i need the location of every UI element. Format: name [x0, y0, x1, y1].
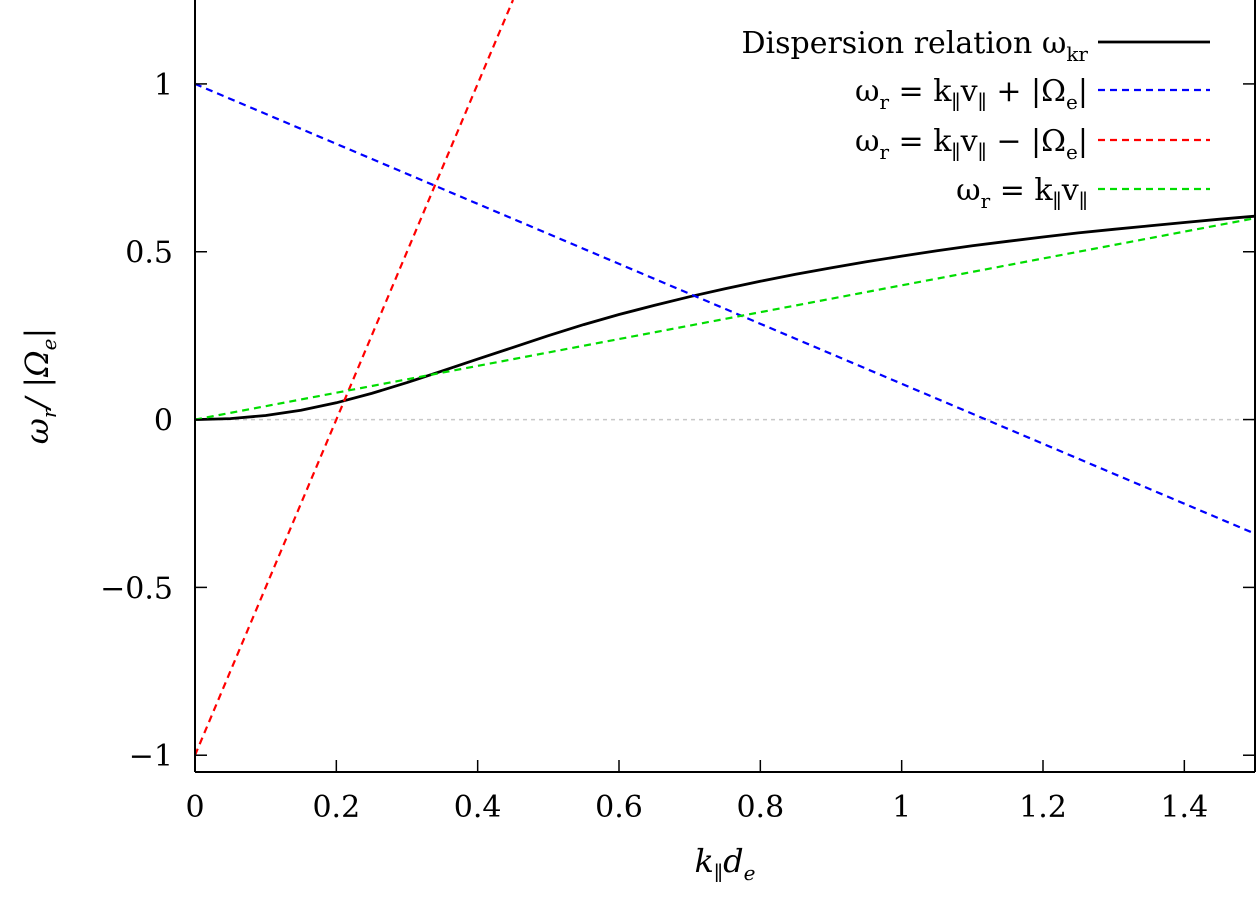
x-axis-label-part: k: [695, 842, 714, 880]
y-axis-label: ωr/ |Ωe|: [18, 328, 61, 445]
series-line-1: [195, 82, 1255, 535]
legend-label-part: ∥: [1079, 189, 1088, 213]
x-tick-label: 1.2: [1019, 790, 1067, 825]
legend-label-3: ωr = k∥v∥: [956, 173, 1088, 213]
legend-label-2: ωr = k∥v∥ − |Ωe|: [855, 124, 1088, 164]
legend-label-part: |: [1078, 74, 1088, 109]
legend-label-part: r: [879, 90, 889, 114]
legend-label-part: r: [879, 140, 889, 164]
y-tick-label: −1: [129, 739, 173, 774]
x-axis-label: k∥de: [695, 842, 756, 885]
y-tick-label: −0.5: [100, 571, 173, 606]
y-axis-label-part: ω: [18, 418, 56, 444]
legend-label-part: v: [1061, 173, 1079, 208]
legend-label-part: |: [1078, 124, 1088, 159]
legend-label-part: kr: [1066, 42, 1088, 66]
y-tick-label: 0.5: [125, 236, 173, 271]
legend-label-part: = k: [889, 124, 952, 159]
y-tick-label: 1: [154, 68, 173, 103]
legend-label-0: Dispersion relation ωkr: [741, 26, 1088, 66]
x-axis-label-part: d: [723, 842, 743, 880]
x-tick-label: 0.6: [595, 790, 643, 825]
legend-label-part: ω: [855, 74, 879, 109]
x-tick-label: 1: [892, 790, 911, 825]
y-axis-label-part: / |Ω: [18, 350, 56, 411]
legend-label-part: ω: [855, 124, 879, 159]
x-axis-label-part: e: [744, 861, 756, 885]
series-line-3: [195, 217, 1255, 421]
series-layer: [195, 0, 1255, 756]
x-tick-label: 0.8: [736, 790, 784, 825]
x-tick-label: 0: [185, 790, 204, 825]
legend-label-part: ∥: [1053, 189, 1062, 213]
legend-label-part: ∥: [951, 140, 960, 164]
y-axis-label-part: |: [18, 328, 56, 339]
series-line-0: [195, 214, 1255, 421]
legend-label-part: ∥: [978, 90, 987, 114]
legend-label-part: Dispersion relation ω: [741, 26, 1066, 61]
legend-label-part: ∥: [951, 90, 960, 114]
series-line-2: [195, 0, 515, 756]
x-axis-label-part: ∥: [714, 861, 723, 885]
legend-label-part: + |Ω: [987, 74, 1066, 109]
legend-label-part: v: [960, 124, 978, 159]
legend-label-1: ωr = k∥v∥ + |Ωe|: [855, 74, 1088, 114]
legend-label-part: ω: [956, 173, 980, 208]
legend-label-part: r: [981, 189, 991, 213]
y-axis-label-part: e: [37, 339, 61, 351]
legend-label-part: − |Ω: [987, 124, 1066, 159]
x-tick-label: 0.2: [312, 790, 360, 825]
legend-label-part: = k: [990, 173, 1053, 208]
y-axis-label-part: r: [37, 407, 61, 418]
x-tick-label: 0.4: [454, 790, 502, 825]
y-tick-label: 0: [154, 404, 173, 439]
legend-label-part: v: [960, 74, 978, 109]
legend-label-part: = k: [889, 74, 952, 109]
legend-label-part: e: [1066, 140, 1078, 164]
x-tick-label: 1.4: [1160, 790, 1208, 825]
legend-label-part: e: [1066, 90, 1078, 114]
legend-label-part: ∥: [978, 140, 987, 164]
